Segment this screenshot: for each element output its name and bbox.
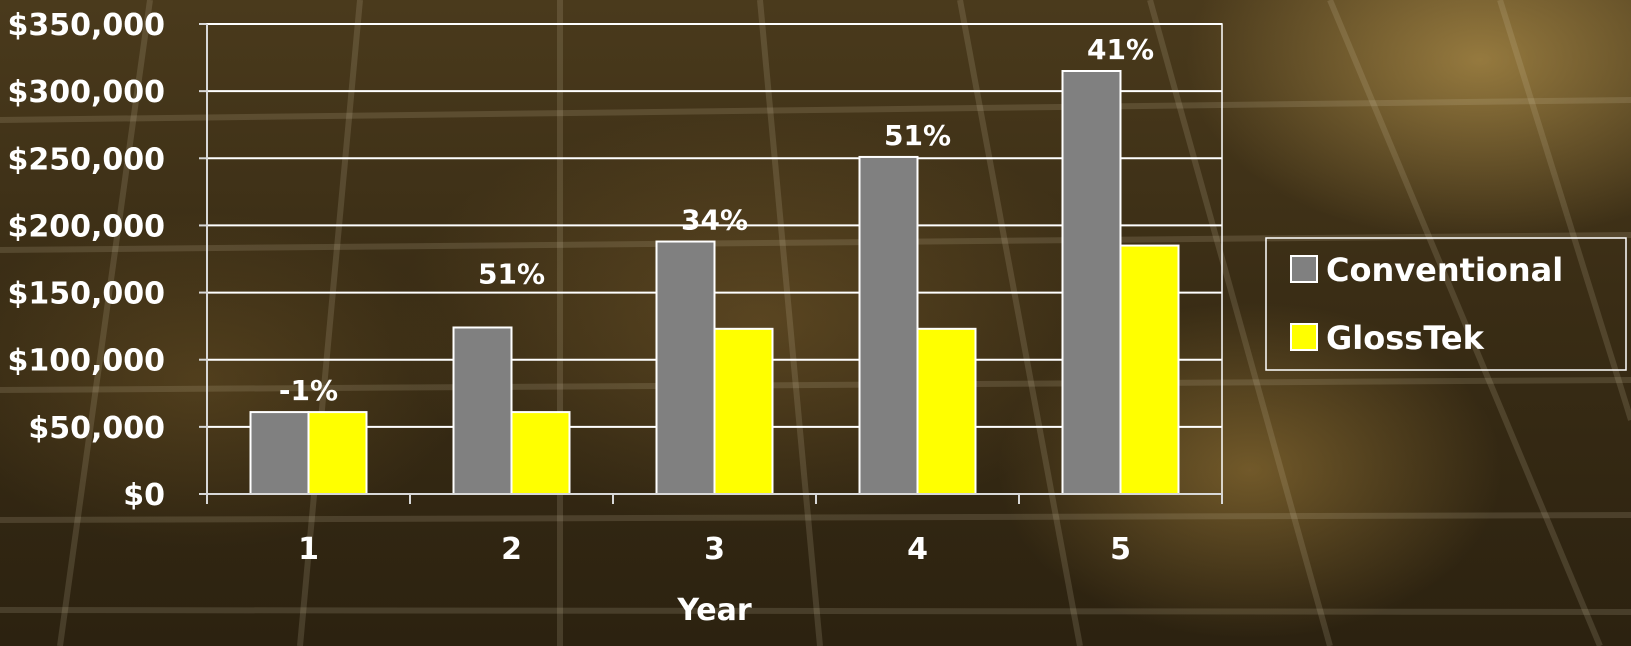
data-label-year-1: -1% [279,374,338,407]
legend: Conventional GlossTek [1265,237,1627,371]
x-tick-label: 2 [501,532,522,567]
x-tick-label: 1 [298,532,319,567]
x-tick-label: 4 [907,532,928,567]
bar-conventional-year-1 [249,411,310,496]
data-label-year-5: 41% [1087,33,1154,66]
legend-swatch-glosstek [1290,323,1318,351]
tile-grout-line [957,0,1083,646]
bar-conventional-year-3 [655,240,716,495]
tile-grout-line [1497,0,1631,421]
bar-glosstek-year-5 [1119,244,1180,495]
data-labels: -1% 51% 34% 51% 41% [279,33,1154,407]
legend-box [1265,237,1627,371]
x-axis-title: Year [676,593,752,628]
data-label-year-4: 51% [884,119,951,152]
tile-grout-line [1147,0,1333,646]
tile-grout-line [757,0,823,646]
axes [206,24,1223,504]
y-tick-label: $200,000 [7,209,165,244]
data-label-year-2: 51% [478,257,545,290]
y-tick-label: $250,000 [7,142,165,177]
bar-conventional-year-2 [452,326,513,495]
bar-glosstek-year-1 [307,411,368,496]
bar-conventional-year-5 [1061,70,1122,495]
legend-label-glosstek: GlossTek [1326,319,1485,357]
y-tick-label: $350,000 [7,8,165,43]
x-tick-label: 5 [1110,532,1131,567]
bars [249,70,1180,496]
bar-glosstek-year-2 [510,411,571,496]
x-tick-label: 3 [704,532,725,567]
legend-swatch-conventional [1290,255,1318,283]
y-tick-label: $100,000 [7,344,165,379]
tile-grout-line [57,0,153,646]
y-axis-tick-labels: $0 $50,000 $100,000 $150,000 $200,000 $250,00… [7,8,165,513]
bar-glosstek-year-3 [713,327,774,496]
tile-grout-line [0,607,1631,615]
y-tick-label: $300,000 [7,75,165,110]
x-axis-tick-labels: 1 2 3 4 5 [298,532,1131,567]
bar-glosstek-year-4 [916,327,977,496]
tile-grout-line [0,97,1631,123]
y-tick-label: $0 [123,478,165,513]
data-label-year-3: 34% [681,204,748,237]
legend-label-conventional: Conventional [1326,251,1563,289]
tile-grout-line [0,512,1631,523]
y-tick-label: $50,000 [28,411,165,446]
y-tick-label: $150,000 [7,277,165,312]
tile-grout-line [0,377,1631,393]
tile-grout-line [297,0,363,646]
tile-grout-line [1327,0,1603,646]
bar-conventional-year-4 [858,155,919,495]
